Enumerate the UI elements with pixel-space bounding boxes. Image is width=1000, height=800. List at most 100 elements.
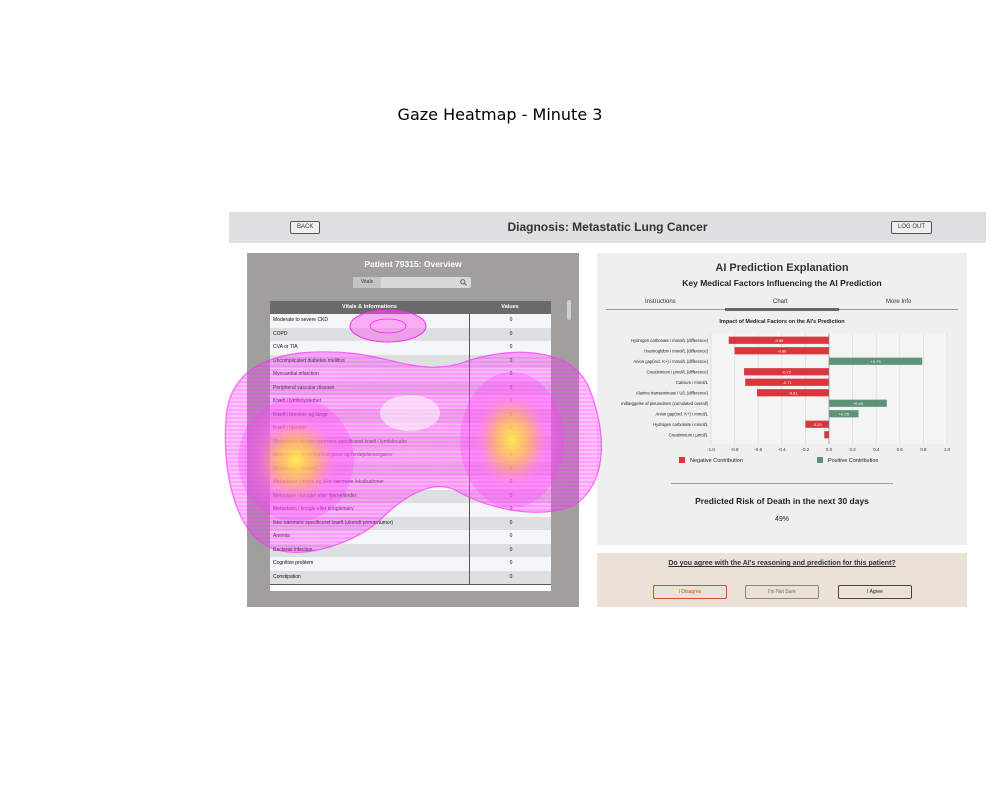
row-label: Anemia bbox=[273, 533, 290, 539]
chart-title: Impact of Medical Factors on the AI's Pr… bbox=[719, 319, 845, 325]
row-label: Metastaser i åndedrætsorganer og fordøje… bbox=[273, 452, 393, 458]
search-icon[interactable] bbox=[460, 279, 467, 286]
tab-chart[interactable]: Chart bbox=[773, 299, 788, 305]
table-row: Anemia 0 bbox=[270, 530, 551, 545]
x-tick-label: -0.8 bbox=[731, 447, 739, 452]
y-tick-label: Anion gap(incl. K+) i mmol/L (difference… bbox=[633, 359, 708, 364]
x-tick-label: 1.0 bbox=[944, 447, 951, 452]
y-tick-label: Calcium i mmol/L bbox=[676, 380, 709, 385]
data-label: -0.61 bbox=[788, 390, 798, 395]
agreement-panel: Do you agree with the AI's reasoning and… bbox=[597, 553, 967, 607]
vitals-table: Vitals & Informations Values Moderate to… bbox=[270, 301, 551, 591]
top-bar: BACK Diagnosis: Metastatic Lung Cancer L… bbox=[229, 212, 986, 243]
row-value: 0 bbox=[469, 476, 551, 490]
row-label: Metastasis i knogle eller knoglemarv bbox=[273, 506, 354, 512]
agree-button[interactable]: I Agree bbox=[838, 585, 912, 599]
table-row: Metastaser og ikke nærmere specificeret … bbox=[270, 435, 551, 450]
table-row: COPD 0 bbox=[270, 327, 551, 342]
logout-button[interactable]: LOG OUT bbox=[891, 221, 933, 234]
factor-impact-chart: -1.0 -0.8 -0.6 -0.4 -0.2 0.0 0.2 0.4 0.6 0.8 1.0 Hy… bbox=[621, 333, 951, 452]
row-value: 0 bbox=[469, 503, 551, 517]
bar bbox=[745, 378, 829, 386]
table-row: Peripheral vascular disease 0 bbox=[270, 381, 551, 396]
y-tick-label: Alanine transaminase i U/L (difference) bbox=[636, 390, 709, 395]
data-label: -0.20 bbox=[813, 422, 823, 427]
back-button[interactable]: BACK bbox=[290, 221, 321, 234]
row-label: Metastaser og ikke nærmere specificeret … bbox=[273, 438, 408, 445]
table-row: Moderate to severe CKD 0 bbox=[270, 314, 551, 329]
risk-title: Predicted Risk of Death in the next 30 d… bbox=[695, 496, 869, 506]
table-row: Kræft i hjernen 0 bbox=[270, 422, 551, 437]
row-value: 0 bbox=[469, 395, 551, 409]
row-value: 0 bbox=[469, 422, 551, 436]
tab-more-info[interactable]: More Info bbox=[886, 299, 912, 305]
data-label: +0.25 bbox=[839, 411, 850, 416]
divider bbox=[671, 483, 893, 484]
risk-value: 49% bbox=[774, 516, 789, 523]
table-row: Metastasis i knogle eller knoglemarv 0 bbox=[270, 503, 551, 518]
row-value: 0 bbox=[469, 570, 551, 584]
y-tick-label: Anion gap(incl. K+) i mmol/L bbox=[656, 411, 709, 416]
row-label: Myocardial infarction bbox=[273, 371, 319, 377]
legend-positive-swatch bbox=[817, 457, 823, 463]
row-value: 0 bbox=[469, 530, 551, 544]
row-label: Metastaser i andre og ikke nærmere lokal… bbox=[273, 479, 384, 485]
row-value: 0 bbox=[469, 462, 551, 476]
not-sure-button[interactable]: I'm Not Sure bbox=[745, 585, 819, 599]
row-label: Moderate to severe CKD bbox=[273, 317, 329, 323]
scrollbar[interactable] bbox=[567, 300, 571, 320]
bar bbox=[744, 368, 829, 376]
vitals-search[interactable]: Vitals bbox=[353, 277, 471, 288]
legend-negative: Negative Contribution bbox=[679, 457, 743, 464]
y-tick-label: Haemoglobin i mmol/L (difference) bbox=[644, 348, 708, 353]
table-row: Metastase i knogler eller hjernehinder 0 bbox=[270, 489, 551, 504]
row-value: 0 bbox=[469, 489, 551, 503]
bar bbox=[829, 399, 887, 407]
agreement-question[interactable]: Do you agree with the AI's reasoning and… bbox=[668, 560, 896, 567]
row-label: Bacterial infection bbox=[273, 546, 313, 553]
table-row: Kræft i lymfesystemet 0 bbox=[270, 395, 551, 410]
table-row: Kræft i bronkier og lunge 1 bbox=[270, 408, 551, 423]
table-row: Myocardial infarction 0 bbox=[270, 368, 551, 383]
x-tick-label: 0.6 bbox=[897, 447, 904, 452]
vitals-tab[interactable]: Vitals bbox=[353, 277, 381, 288]
table-row: Constipation 0 bbox=[270, 570, 551, 585]
row-value: 0 bbox=[469, 435, 551, 449]
x-tick-label: -0.6 bbox=[754, 447, 762, 452]
bar bbox=[734, 347, 829, 355]
bar bbox=[757, 389, 829, 397]
ai-explanation-panel: AI Prediction Explanation Key Medical Fa… bbox=[597, 253, 967, 545]
x-tick-label: 0.8 bbox=[920, 447, 927, 452]
table-row: Bacterial infection 0 bbox=[270, 543, 551, 558]
legend-negative-swatch bbox=[679, 457, 685, 463]
disagree-button[interactable]: I Disagree bbox=[653, 585, 727, 599]
row-label: Kræft i lymfesystemet bbox=[273, 398, 322, 404]
y-tick-label: Creatininium i µmol/L bbox=[669, 432, 709, 437]
y-tick-label: Creatininium i µmol/L (difference) bbox=[646, 369, 708, 374]
row-value: 1 bbox=[469, 408, 551, 422]
table-row: Uncomplicated diabetes mellitus 0 bbox=[270, 354, 551, 369]
y-tick-label: Hydrogen carbonate i mmol/L (difference) bbox=[631, 338, 709, 343]
table-row: Metastaser i andre og ikke nærmere lokal… bbox=[270, 476, 551, 491]
x-tick-label: -1.0 bbox=[707, 447, 715, 452]
table-row: Cognitive problem 0 bbox=[270, 557, 551, 572]
bar bbox=[829, 410, 859, 418]
legend-positive: Positive Contribution bbox=[817, 457, 878, 464]
patient-title: Patient 79315: Overview bbox=[364, 259, 462, 269]
ai-panel-title: AI Prediction Explanation bbox=[715, 262, 849, 274]
tab-instructions[interactable]: Instructions bbox=[645, 299, 676, 305]
row-value: 0 bbox=[469, 314, 551, 328]
column-header-vitals: Vitals & Informations bbox=[342, 304, 397, 310]
row-label: Cognitive problem bbox=[273, 560, 314, 566]
page-title: Diagnosis: Metastatic Lung Cancer bbox=[507, 220, 708, 234]
x-tick-label: -0.4 bbox=[778, 447, 786, 452]
row-value: 0 bbox=[469, 543, 551, 557]
row-value: 0 bbox=[469, 516, 551, 530]
row-label: Uncomplicated diabetes mellitus bbox=[273, 357, 345, 364]
row-label: Constipation bbox=[273, 573, 301, 580]
legend-positive-label: Positive Contribution bbox=[828, 458, 879, 464]
table-row: CVA or TIA 0 bbox=[270, 341, 551, 356]
row-value: 0 bbox=[469, 381, 551, 395]
bar bbox=[805, 420, 829, 428]
y-tick-label: Hydrogen carbonate i mmol/L bbox=[653, 422, 709, 427]
